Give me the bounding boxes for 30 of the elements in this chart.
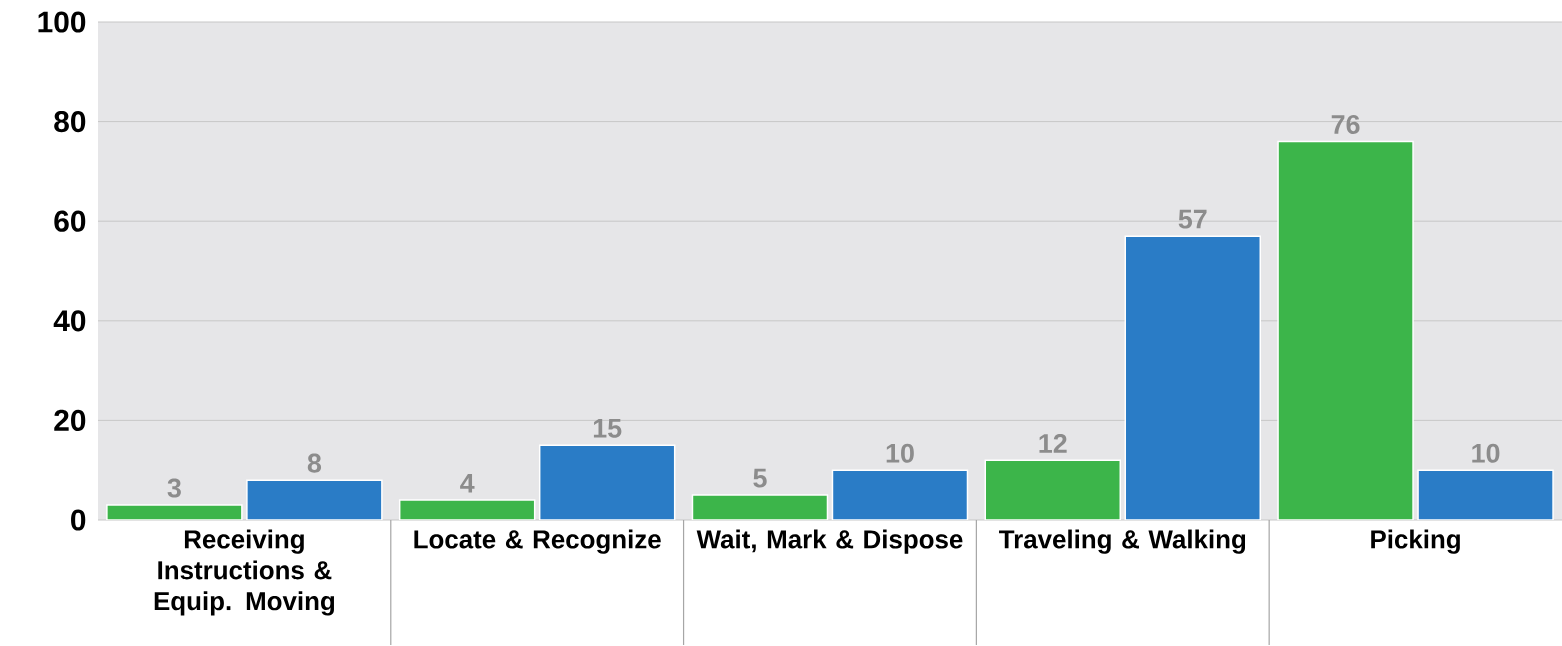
bar bbox=[1277, 140, 1414, 520]
data-label: 10 bbox=[886, 443, 914, 463]
data-label: 10 bbox=[1472, 443, 1500, 463]
bar bbox=[832, 470, 968, 520]
data-label: 8 bbox=[307, 453, 322, 473]
bar bbox=[399, 500, 535, 520]
x-tick-label: Traveling & Walking bbox=[999, 529, 1246, 554]
data-label: 12 bbox=[1039, 433, 1067, 453]
y-tick-label: 80 bbox=[54, 111, 86, 133]
x-tick-label: Receiving Instructions & Equip. Moving bbox=[154, 529, 335, 616]
bar bbox=[1125, 236, 1261, 520]
y-tick-label: 0 bbox=[71, 509, 86, 531]
bar bbox=[539, 445, 675, 520]
x-tick-label: Wait, Mark & Dispose bbox=[696, 529, 963, 554]
data-label: 3 bbox=[167, 478, 181, 498]
x-tick-label: Picking bbox=[1371, 529, 1460, 554]
data-label: 5 bbox=[753, 468, 767, 488]
bar bbox=[1417, 469, 1554, 520]
y-tick-label: 100 bbox=[38, 11, 86, 33]
bar bbox=[985, 460, 1121, 520]
data-label: 4 bbox=[460, 474, 475, 493]
bar bbox=[692, 495, 828, 520]
y-tick-label: 40 bbox=[53, 310, 86, 332]
y-tick-label: 60 bbox=[54, 210, 86, 232]
data-label: 57 bbox=[1178, 209, 1207, 229]
x-tick-label: Locate & Recognize bbox=[414, 529, 661, 554]
data-label: 15 bbox=[593, 419, 622, 438]
y-tick-label: 20 bbox=[54, 409, 86, 431]
data-label: 76 bbox=[1331, 114, 1360, 134]
bar bbox=[246, 480, 382, 520]
